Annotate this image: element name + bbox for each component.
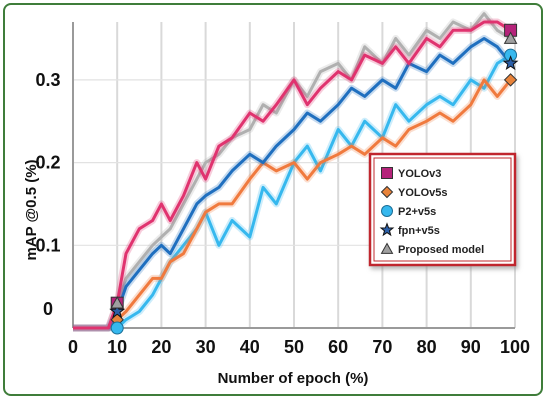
legend-inner-border bbox=[373, 157, 512, 262]
marker-end-fpn-v5s bbox=[502, 55, 519, 71]
legend: YOLOv3 YOLOv5s P2+v5s fpn+v5s Proposed model bbox=[368, 152, 517, 267]
marker-start-proposed-model bbox=[110, 296, 125, 309]
series-end-markers bbox=[109, 23, 519, 335]
x-tick-label: 80 bbox=[417, 337, 437, 357]
tick-labels: 0 10 20 30 40 50 60 70 80 90 100 0 0.1 0.2 0.3 bbox=[35, 70, 530, 357]
x-tick-label: 60 bbox=[328, 337, 348, 357]
marker-end-proposed-model bbox=[503, 31, 518, 44]
legend-label-yolov5s: YOLOv5s bbox=[398, 187, 448, 199]
legend-label-p2-v5s: P2+v5s bbox=[398, 206, 436, 218]
legend-box bbox=[368, 152, 517, 267]
legend-label-yolov3: YOLOv3 bbox=[398, 168, 441, 180]
marker-start-fpn-v5s bbox=[109, 303, 126, 319]
series-line-fpn-v5s bbox=[73, 37, 512, 330]
legend-marker-yolov3 bbox=[381, 167, 393, 179]
x-tick-label: 90 bbox=[461, 337, 481, 357]
y-tick-label: 0 bbox=[43, 299, 53, 319]
marker-start-p2-v5s bbox=[110, 321, 124, 335]
series-lines bbox=[73, 10, 514, 332]
y-tick-label: 0.2 bbox=[35, 153, 60, 173]
x-tick-label: 100 bbox=[500, 337, 530, 357]
series-line-proposed-model bbox=[73, 12, 512, 330]
legend-marker-yolov5s bbox=[380, 185, 394, 199]
x-tick-label: 70 bbox=[372, 337, 392, 357]
legend-marker-fpn-v5s bbox=[379, 222, 395, 237]
series-line-p2-v5s bbox=[73, 53, 512, 330]
y-axis-title: mAP @0.5 (%) bbox=[23, 159, 40, 260]
series-line-yolov5s bbox=[73, 78, 512, 330]
axes bbox=[72, 22, 515, 329]
x-tick-label: 50 bbox=[284, 337, 304, 357]
legend-marker-p2-v5s bbox=[381, 205, 393, 217]
series-line-yolov3 bbox=[73, 20, 512, 330]
legend-label-proposed-model: Proposed model bbox=[398, 244, 484, 256]
marker-end-yolov5s bbox=[503, 73, 518, 87]
y-tick-label: 0.1 bbox=[35, 235, 60, 255]
x-tick-label: 10 bbox=[107, 337, 127, 357]
x-tick-label: 20 bbox=[151, 337, 171, 357]
legend-marker-proposed-model bbox=[380, 242, 394, 254]
x-tick-label: 30 bbox=[196, 337, 216, 357]
y-tick-label: 0.3 bbox=[35, 70, 60, 90]
x-axis-title: Number of epoch (%) bbox=[218, 370, 369, 387]
legend-label-fpn-v5s: fpn+v5s bbox=[398, 225, 440, 237]
x-tick-label: 0 bbox=[68, 337, 78, 357]
x-tick-label: 40 bbox=[240, 337, 260, 357]
